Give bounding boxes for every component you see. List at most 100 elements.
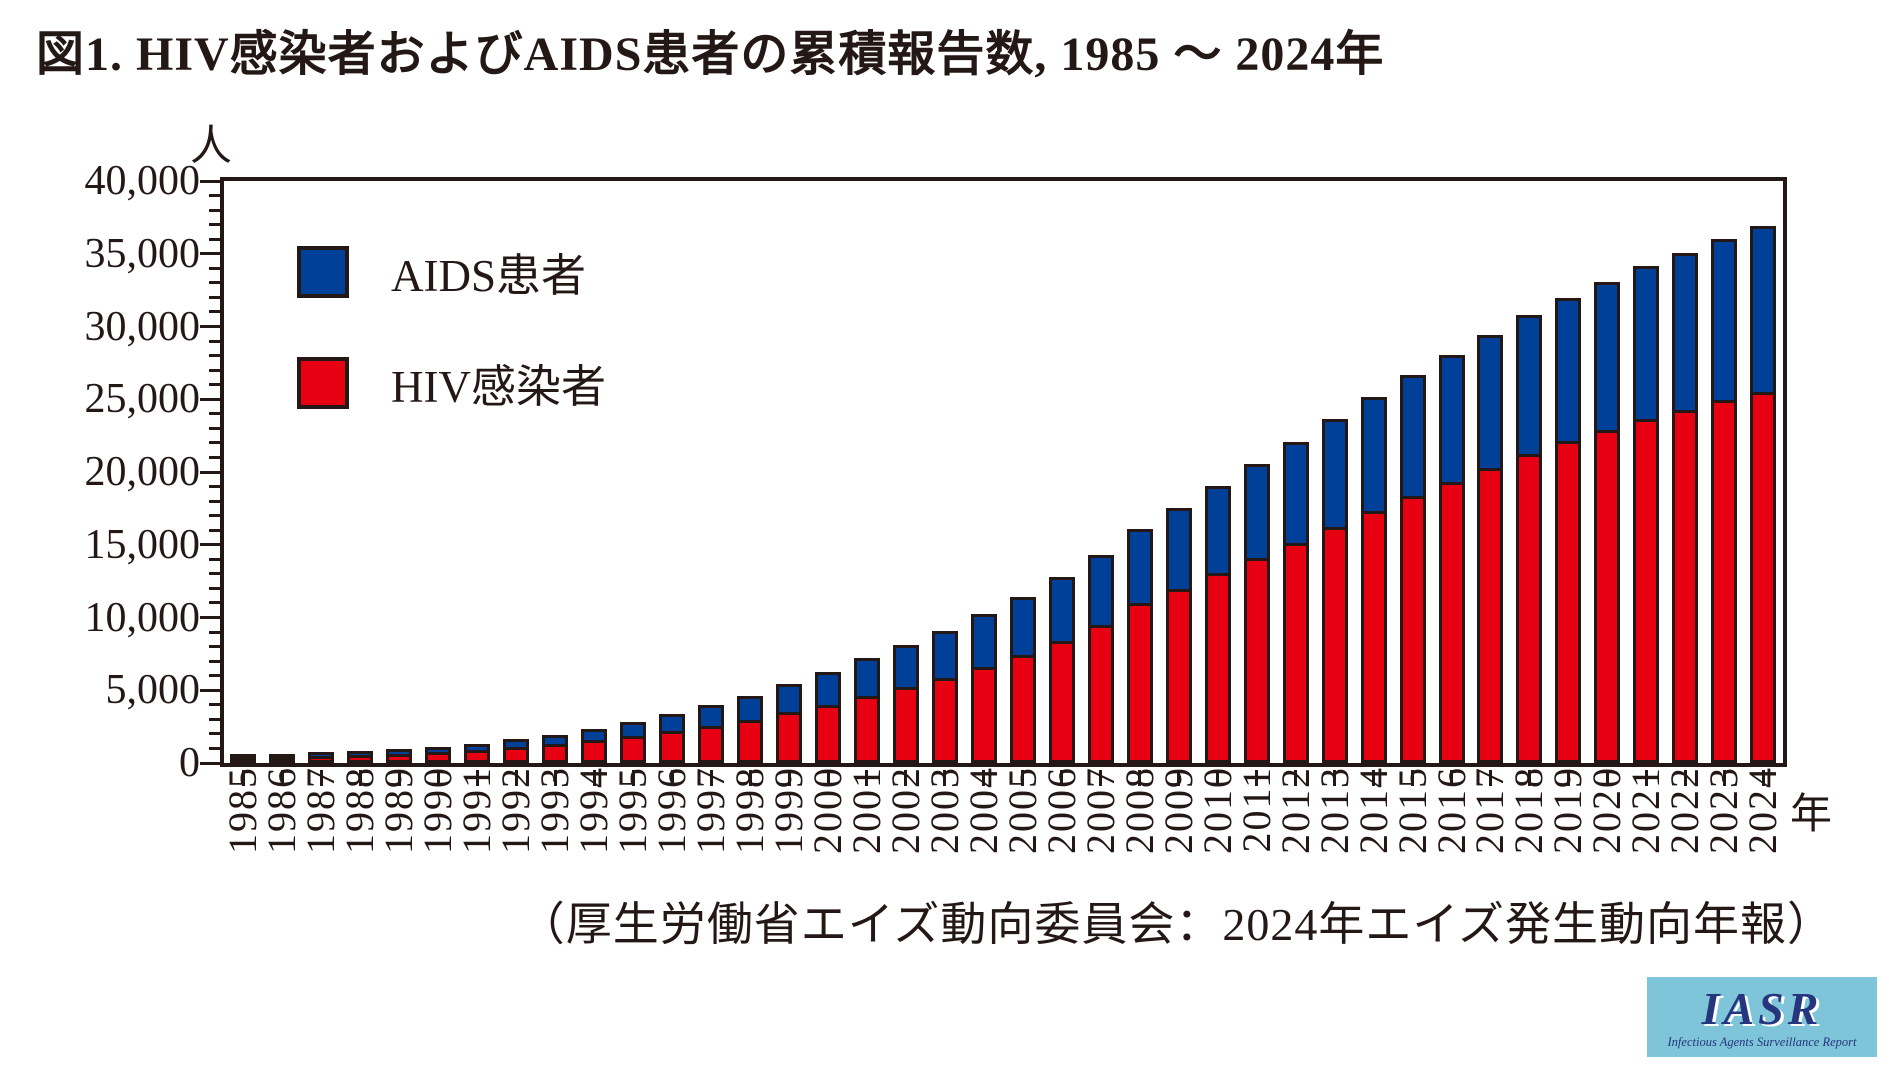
bar-slot-2011: 2011 [1234,181,1279,853]
legend: AIDS患者 HIV感染者 [297,239,606,415]
aids-segment [428,750,449,755]
hiv-segment [623,739,644,760]
stacked-bar-2010 [1204,486,1231,763]
x-tick [1099,770,1103,786]
y-major-tick [200,179,220,183]
bar-slot-1986: 1986 [259,181,304,854]
hiv-segment [428,755,449,760]
hiv-segment [389,757,410,760]
x-tick [241,770,245,786]
stacked-bar-1991 [464,744,491,763]
stacked-bar-2000 [815,672,842,763]
stacked-bar-2016 [1438,355,1465,763]
hiv-segment [1675,413,1696,760]
hiv-segment [856,699,877,760]
y-minor-tick [209,732,220,736]
y-major-tick [200,616,220,619]
aids-segment [1597,285,1618,433]
aids-segment [272,757,293,760]
x-tick [1333,770,1337,786]
stacked-bar-2022 [1672,253,1699,763]
x-tick [826,770,830,786]
y-minor-tick [209,354,220,358]
x-tick [358,770,362,786]
stacked-bar-1993 [542,735,569,763]
stacked-bar-2021 [1633,266,1660,763]
y-minor-tick [209,746,220,750]
y-major-tick [200,252,220,256]
legend-item-hiv: HIV感染者 [297,350,606,415]
hiv-segment [701,729,722,760]
hiv-segment [740,723,761,760]
aids-segment [1090,558,1111,628]
y-minor-tick [209,572,220,576]
y-minor-tick [209,310,220,314]
x-tick-label: 1988 [337,766,383,854]
aids-segment [545,738,566,747]
hiv-segment [584,743,605,760]
hiv-segment [1207,576,1228,760]
hiv-segment [1753,395,1774,760]
y-major-tick [200,325,220,328]
aids-segment [311,755,332,759]
stacked-bar-2006 [1048,577,1075,763]
x-tick-label: 1989 [376,766,422,854]
y-minor-tick [209,194,220,198]
aids-segment [1519,318,1540,457]
hiv-segment [1246,561,1267,760]
aids-segment [389,752,410,757]
y-minor-tick [209,528,220,532]
stacked-bar-2018 [1516,315,1543,763]
bar-slot-2013: 2013 [1312,181,1357,854]
hiv-segment [973,670,994,760]
aids-segment [818,675,839,708]
bar-slot-2014: 2014 [1351,181,1396,854]
stacked-bar-1998 [737,696,764,763]
bar-slot-1996: 1996 [649,181,694,854]
x-tick [1372,770,1376,786]
y-minor-tick [209,455,220,459]
hiv-segment [1090,628,1111,760]
x-tick [514,770,518,786]
bar-slot-2003: 2003 [922,181,967,854]
hiv-segment [1402,499,1423,760]
hiv-segment [895,690,916,760]
legend-label-hiv: HIV感染者 [391,362,606,412]
bar-slot-2008: 2008 [1117,181,1162,854]
y-minor-tick [209,557,220,561]
stacked-bar-1985 [230,754,257,763]
x-tick [1761,770,1765,786]
stacked-bar-1989 [386,749,413,763]
x-tick-label: 1990 [415,766,461,854]
hiv-segment [934,681,955,760]
aids-segment [1051,580,1072,644]
stacked-bar-2014 [1360,397,1387,763]
y-tick-label: 30,000 [84,303,201,350]
x-tick [1021,770,1025,786]
hiv-legend-swatch [297,356,349,409]
y-minor-tick [209,281,220,285]
bar-slot-2001: 2001 [844,181,889,854]
aids-segment [1168,511,1189,592]
x-tick [1255,770,1259,786]
bar-slot-2000: 2000 [805,181,850,854]
x-tick-label: 1987 [298,766,344,854]
hiv-segment [779,715,800,760]
aids-segment [1714,242,1735,403]
bar-slot-2020: 2020 [1584,181,1629,854]
bar-slot-1999: 1999 [766,181,811,854]
y-minor-tick [209,485,220,489]
hiv-segment [506,750,527,760]
x-tick [436,770,440,786]
aids-segment [1636,269,1657,422]
stacked-bar-1992 [503,739,530,763]
stacked-bar-2004 [970,614,997,763]
x-tick [904,770,908,786]
y-major-tick [200,397,220,401]
bar-slot-1988: 1988 [337,181,382,854]
x-tick [1177,770,1181,786]
y-major-tick [200,761,220,765]
aids-segment [1480,338,1501,471]
legend-item-aids: AIDS患者 [297,239,606,304]
